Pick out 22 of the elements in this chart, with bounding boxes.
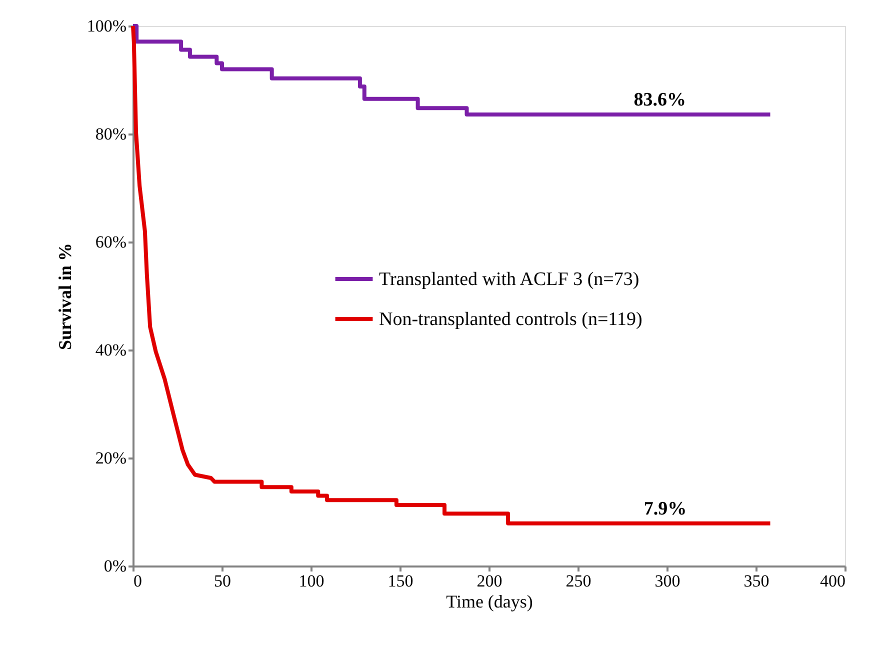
x-tick-label: 200 xyxy=(476,572,502,590)
y-tick-label: 0% xyxy=(104,556,126,576)
legend-label: Transplanted with ACLF 3 (n=73) xyxy=(379,269,640,290)
y-axis-title: Survival in % xyxy=(54,242,75,350)
x-tick-label: 350 xyxy=(744,572,770,590)
x-tick-label: 300 xyxy=(654,572,680,590)
x-tick-label: 150 xyxy=(388,572,414,590)
y-tick-label: 20% xyxy=(95,448,126,468)
legend-label: Non-transplanted controls (n=119) xyxy=(379,309,642,330)
x-axis-title: Time (days) xyxy=(446,592,533,612)
x-tick-label: 0 xyxy=(134,572,142,590)
x-tick-label: 50 xyxy=(214,572,231,590)
y-tick-label: 40% xyxy=(95,340,126,360)
y-tick-label: 80% xyxy=(95,124,126,144)
y-tick-label: 60% xyxy=(95,232,126,252)
line-series xyxy=(131,24,772,526)
x-tick-label: 400 xyxy=(820,572,846,590)
x-tick-label: 250 xyxy=(566,572,592,590)
annotation: 83.6% xyxy=(634,90,686,111)
x-tick-label: 100 xyxy=(298,572,324,590)
annotation: 7.9% xyxy=(644,498,687,520)
y-tick-label: 100% xyxy=(86,16,126,36)
